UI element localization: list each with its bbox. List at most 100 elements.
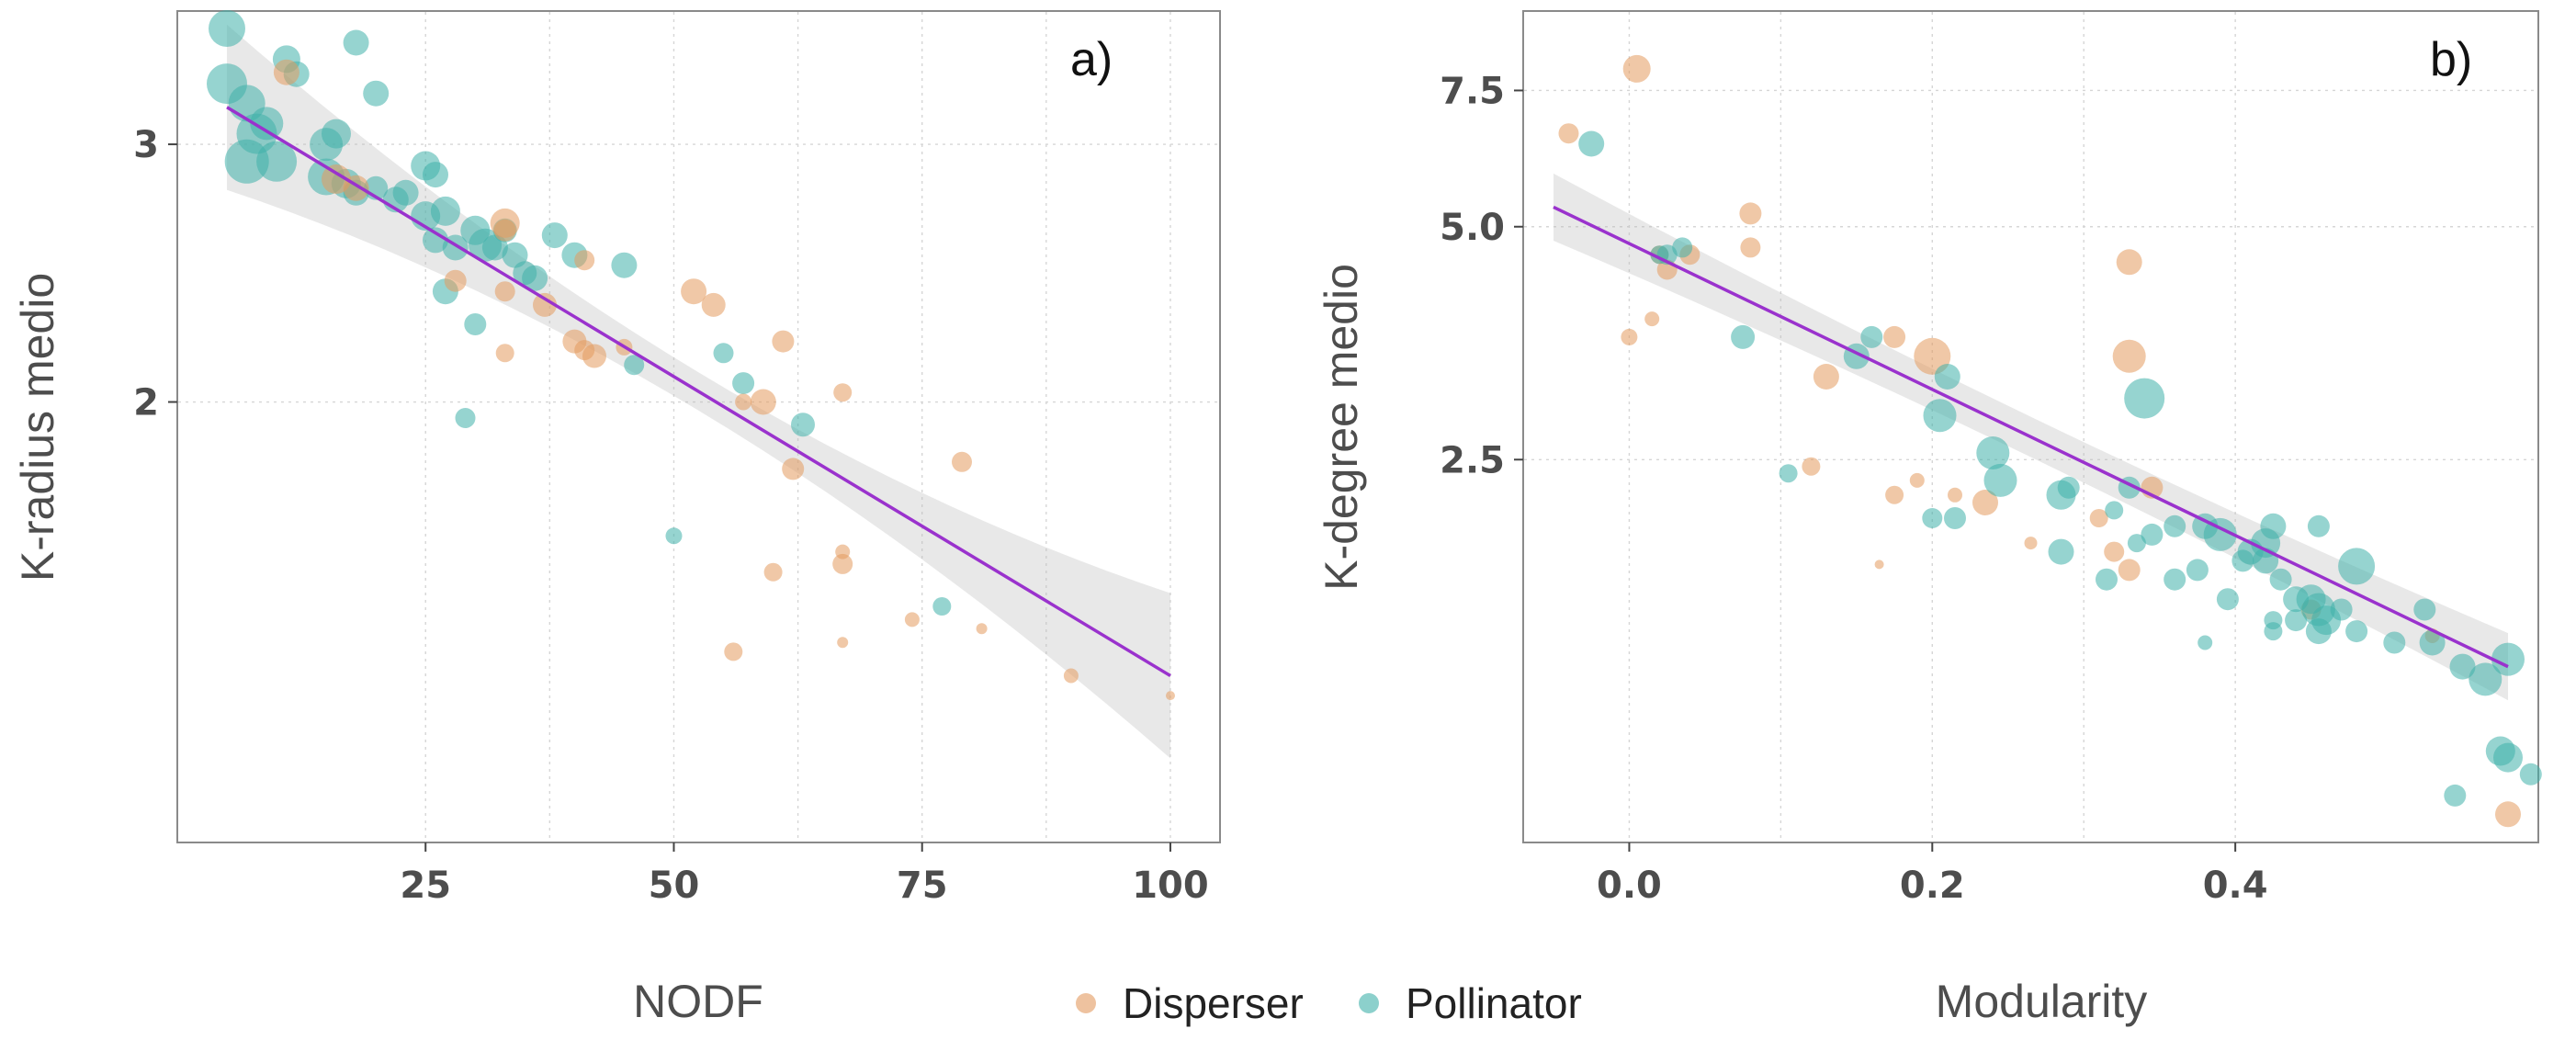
panel-a-y-tick-label: 3 bbox=[133, 124, 159, 166]
panel-b-pollinator-point bbox=[2164, 568, 2186, 591]
panel-b-disperser-point bbox=[1948, 487, 1962, 503]
panel-a-pollinator-point bbox=[713, 343, 734, 364]
panel-b-pollinator-point bbox=[2186, 559, 2209, 582]
panel-a-x-tick-label: 100 bbox=[1132, 865, 1209, 907]
panel-b-disperser-point bbox=[1885, 485, 1904, 504]
legend-pollinator-swatch bbox=[1359, 993, 1379, 1013]
panel-b-pollinator-point bbox=[2203, 517, 2237, 551]
panel-b-y-tick-label: 5.0 bbox=[1440, 207, 1505, 249]
panel-b-pollinator-point bbox=[2105, 501, 2124, 520]
panel-b-pollinator-point bbox=[2469, 662, 2503, 696]
panel-b: 0.0 0.2 0.4 2.5 5.0 7.5 b) Modularity K-degre… bbox=[1316, 10, 2542, 1027]
panel-b-regression-line bbox=[1553, 205, 2509, 669]
panel-b-disperser-point bbox=[1874, 560, 1884, 570]
panel-b-pollinator-point bbox=[1944, 507, 1966, 529]
panel-b-x-tick-label: 0.0 bbox=[1597, 865, 1662, 907]
panel-b-pollinator-point bbox=[2449, 653, 2476, 680]
panel-b-pollinator-point bbox=[2330, 598, 2353, 621]
panel-b-pollinator-point bbox=[2260, 513, 2287, 539]
panel-b-disperser-point bbox=[1909, 472, 1925, 488]
panel-a-pollinator-point bbox=[732, 372, 755, 395]
panel-b-pollinator-point bbox=[1934, 364, 1960, 390]
panel-a-pollinator-point bbox=[322, 119, 351, 149]
panel-a-pollinator-point bbox=[423, 162, 448, 188]
panel-a-disperser-point bbox=[724, 642, 743, 661]
panel-a-pollinator-point bbox=[522, 265, 548, 291]
panel-a-disperser-point bbox=[444, 269, 467, 292]
panel-b-disperser-point bbox=[1622, 54, 1651, 83]
panel-b-disperser-point bbox=[2112, 339, 2146, 373]
panel-a-regression-line bbox=[226, 106, 1171, 678]
panel-b-x-tick-label: 0.2 bbox=[1900, 865, 1965, 907]
panel-a-pollinator-point bbox=[932, 597, 952, 616]
panel-b-pollinator-point bbox=[2141, 523, 2164, 546]
panel-b-pollinator-point bbox=[1922, 508, 1943, 528]
panel-b-disperser-point bbox=[2104, 541, 2125, 562]
panel-b-pollinator-point bbox=[1976, 436, 2010, 469]
panel-b-pollinator-point bbox=[2198, 635, 2213, 650]
panel-a-disperser-point bbox=[681, 278, 707, 305]
panel-a-pollinator-point bbox=[423, 227, 448, 254]
panel-b-points bbox=[1558, 54, 2542, 828]
panel-a-disperser-point bbox=[273, 59, 299, 85]
panel-b-label: b) bbox=[2430, 33, 2472, 86]
panel-b-pollinator-point bbox=[2253, 548, 2279, 574]
panel-b-y-tick-label: 7.5 bbox=[1440, 70, 1505, 112]
panel-a-disperser-point bbox=[952, 451, 972, 472]
panel-b-pollinator-point bbox=[2419, 629, 2446, 656]
panel-b-x-tick-label: 0.4 bbox=[2203, 865, 2268, 907]
panel-b-disperser-point bbox=[1739, 202, 1762, 225]
panel-a-x-tick-label: 25 bbox=[400, 865, 451, 907]
panel-a-disperser-point bbox=[582, 344, 606, 368]
panel-a-disperser-point bbox=[832, 553, 853, 574]
panel-a-disperser-point bbox=[976, 623, 988, 635]
panel-b-pollinator-point bbox=[1779, 464, 1798, 483]
panel-b-pollinator-point bbox=[2127, 534, 2146, 553]
panel-a-disperser-point bbox=[833, 383, 853, 402]
panel-a-disperser-point bbox=[772, 330, 795, 353]
panel-a-x-axis-title: NODF bbox=[633, 976, 763, 1027]
panel-a-disperser-point bbox=[1166, 691, 1175, 701]
panel-a-disperser-point bbox=[735, 393, 752, 411]
panel-a-pollinator-point bbox=[624, 355, 645, 376]
panel-b-frame bbox=[1522, 10, 2539, 843]
legend-disperser-swatch bbox=[1076, 993, 1096, 1013]
panel-a-disperser-point bbox=[495, 344, 514, 363]
panel-a-disperser-point bbox=[904, 612, 920, 627]
panel-b-pollinator-point bbox=[2519, 763, 2542, 786]
panel-b-pollinator-point bbox=[2164, 514, 2186, 537]
panel-a-x-tick-label: 75 bbox=[897, 865, 948, 907]
panel-a-pollinator-point bbox=[224, 139, 269, 184]
panel-b-disperser-point bbox=[1883, 325, 1906, 348]
panel-a-disperser-point bbox=[763, 562, 783, 582]
panel-a-disperser-point bbox=[782, 458, 805, 480]
panel-a-pollinator-point bbox=[250, 107, 284, 141]
legend: Disperser Pollinator bbox=[1076, 979, 1582, 1027]
panel-b-disperser-point bbox=[1813, 364, 1839, 390]
legend-disperser-label: Disperser bbox=[1123, 979, 1304, 1027]
panel-b-ticks: 0.0 0.2 0.4 2.5 5.0 7.5 bbox=[1440, 70, 2267, 907]
panel-a-disperser-point bbox=[837, 637, 849, 649]
panel-a-pollinator-point bbox=[343, 29, 369, 56]
panel-b-disperser-point bbox=[2024, 537, 2038, 550]
panel-a-disperser-point bbox=[533, 292, 557, 317]
panel-a-y-axis-title: K-radius medio bbox=[12, 273, 63, 582]
panel-a-x-tick-label: 50 bbox=[649, 865, 700, 907]
panel-b-pollinator-point bbox=[2124, 378, 2165, 419]
panel-b-pollinator-point bbox=[2307, 514, 2330, 537]
panel-b-pollinator-point bbox=[2493, 742, 2523, 773]
panel-a-pollinator-point bbox=[665, 527, 683, 545]
panel-b-disperser-point bbox=[1644, 311, 1660, 327]
panel-b-y-tick-label: 2.5 bbox=[1440, 439, 1505, 481]
panel-b-disperser-point bbox=[2089, 509, 2108, 527]
panel-b-pollinator-point bbox=[2096, 568, 2118, 591]
panel-a-fit-line bbox=[226, 106, 1171, 678]
panel-b-grid bbox=[1524, 12, 2537, 842]
panel-a-disperser-point bbox=[701, 292, 726, 317]
panel-b-pollinator-point bbox=[1578, 130, 1605, 157]
panel-b-disperser-point bbox=[2495, 801, 2521, 828]
panel-b-disperser-point bbox=[2116, 249, 2142, 276]
panel-a-pollinator-point bbox=[256, 141, 298, 182]
panel-b-disperser-point bbox=[2118, 559, 2141, 582]
